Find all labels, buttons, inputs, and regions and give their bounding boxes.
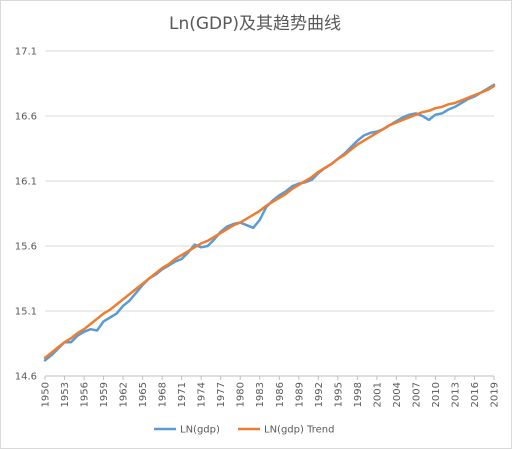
- x-tick-label: 1977: [216, 382, 227, 407]
- gridlines: [45, 50, 494, 312]
- x-tick-label: 2013: [450, 382, 461, 407]
- x-tick-label: 1965: [138, 382, 149, 407]
- x-tick-label: 1983: [255, 382, 266, 407]
- x-tick-label: 2019: [490, 382, 501, 407]
- x-tick-label: 1986: [275, 382, 286, 407]
- legend: LN(gdp) LN(gdp) Trend: [154, 425, 334, 436]
- x-tick-label: 1989: [294, 382, 305, 407]
- y-tick-label: 14.6: [15, 372, 37, 383]
- chart-title: Ln(GDP)及其趋势曲线: [168, 14, 342, 34]
- x-tick-label: 2004: [392, 382, 403, 407]
- series-line: [43, 83, 496, 362]
- y-tick-label: 15.6: [15, 242, 37, 253]
- y-tick-label: 16.1: [15, 177, 37, 188]
- x-tick-label: 1995: [333, 382, 344, 407]
- series-lines: [43, 83, 496, 362]
- y-tick-label: 16.6: [15, 112, 37, 123]
- x-tick-label: 1950: [41, 382, 52, 407]
- axes: 14.6 15.1 15.6 16.1 16.6 17.1 1950 1953 1956 1959…: [15, 47, 501, 408]
- x-tick-label: 2016: [470, 382, 481, 407]
- x-tick-label: 1968: [158, 382, 169, 407]
- x-tick-label: 1980: [236, 382, 247, 407]
- legend-label: LN(gdp): [180, 425, 220, 436]
- x-tick-label: 1959: [99, 382, 110, 407]
- x-tick-label: 2001: [372, 382, 383, 407]
- x-tick-label: 1956: [80, 382, 91, 407]
- x-tick-label: 1962: [119, 382, 130, 407]
- x-tick-label: 1992: [314, 382, 325, 407]
- x-tick-label: 1971: [177, 382, 188, 407]
- x-tick-label: 1998: [353, 382, 364, 407]
- x-tick-label: 1953: [60, 382, 71, 407]
- legend-label: LN(gdp) Trend: [264, 425, 334, 436]
- x-tick-label: 2010: [431, 382, 442, 407]
- y-tick-label: 17.1: [15, 47, 37, 58]
- x-tick-label: 1974: [197, 382, 208, 407]
- x-tick-label: 2007: [411, 382, 422, 407]
- y-tick-label: 15.1: [15, 307, 37, 318]
- series-line: [43, 84, 496, 360]
